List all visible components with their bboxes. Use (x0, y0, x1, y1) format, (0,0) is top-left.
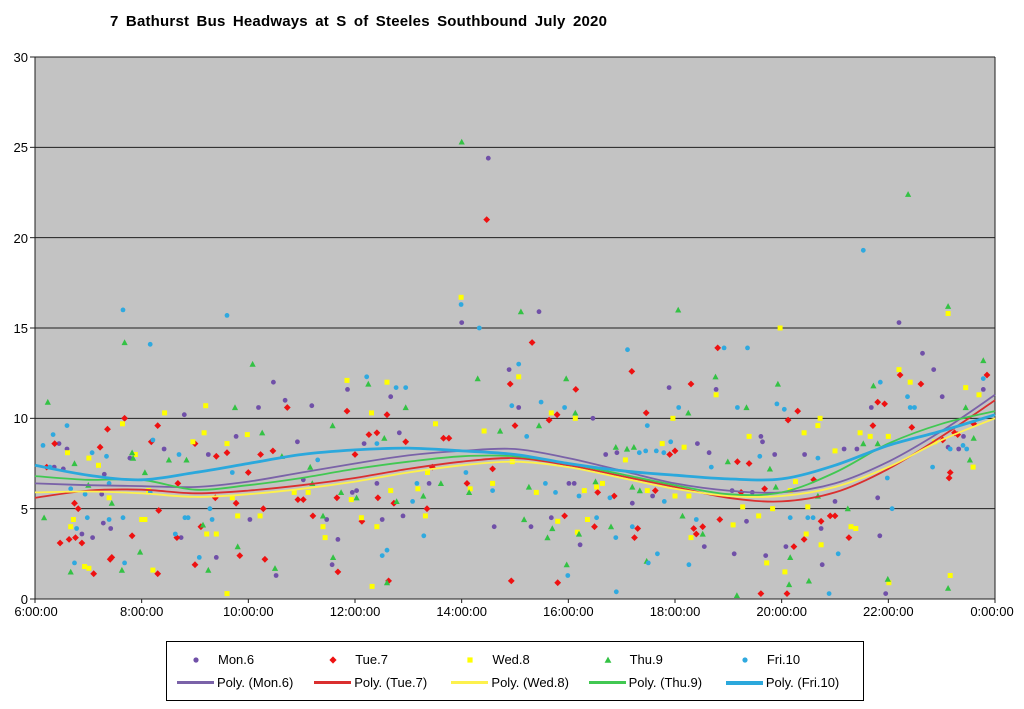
legend-label: Wed.8 (492, 652, 530, 667)
y-axis-tick-label: 0 (20, 592, 28, 607)
legend-item-tue7: Tue.7 (314, 652, 451, 667)
legend-label: Poly. (Tue.7) (354, 675, 428, 690)
x-axis-tick-label: 22:00:00 (862, 604, 914, 619)
legend-label: Tue.7 (355, 652, 388, 667)
legend-label: Poly. (Mon.6) (217, 675, 294, 690)
tue7-marker-icon (329, 655, 337, 664)
trend-line-poly-wed-8- (34, 417, 996, 498)
legend-item-poly-thu9: Poly. (Thu.9) (588, 675, 726, 690)
legend-item-poly-tue7: Poly. (Tue.7) (314, 675, 451, 690)
fri10-marker-icon (742, 656, 748, 663)
series-points-fri10 (40, 247, 986, 596)
legend-label: Poly. (Wed.8) (491, 675, 569, 690)
legend-item-thu9: Thu.9 (589, 652, 726, 667)
legend-item-poly-fri10: Poly. (Fri.10) (725, 675, 863, 690)
legend-item-poly-wed8: Poly. (Wed.8) (451, 675, 588, 690)
x-axis-tick-label: 16:00:00 (542, 604, 594, 619)
legend-item-poly-mon6: Poly. (Mon.6) (177, 675, 314, 690)
legend-label: Poly. (Thu.9) (628, 675, 703, 690)
x-axis-tick-label: 6:00:00 (14, 604, 58, 619)
x-axis-tick-label: 18:00:00 (649, 604, 701, 619)
poly-mon6-line-icon (177, 681, 214, 684)
y-axis-tick-label: 30 (13, 50, 28, 65)
y-axis-tick-label: 5 (20, 501, 28, 517)
y-axis-tick-label: 25 (13, 140, 28, 156)
legend-label: Fri.10 (766, 652, 801, 667)
legend-item-wed8: Wed.8 (451, 652, 588, 667)
poly-thu9-line-icon (588, 681, 626, 684)
trend-line-poly-fri-10- (34, 413, 996, 482)
poly-fri10-line-icon (725, 680, 763, 685)
thu9-marker-icon (604, 656, 612, 663)
legend-item-fri10: Fri.10 (726, 652, 863, 667)
legend-marker-row: Mon.6 Tue.7 Wed.8 Thu.9 Fri.10 (177, 652, 863, 667)
legend: Mon.6 Tue.7 Wed.8 Thu.9 Fri.10 Poly. (Mo… (166, 641, 864, 701)
legend-trend-row: Poly. (Mon.6) Poly. (Tue.7) Poly. (Wed.8… (177, 675, 863, 690)
x-axis-tick-label: 14:00:00 (436, 604, 487, 619)
legend-label: Thu.9 (629, 652, 663, 667)
trend-line-poly-mon-6- (34, 394, 996, 494)
trend-line-poly-thu-9- (34, 410, 996, 497)
trend-line-poly-tue-7- (34, 399, 996, 503)
legend-item-mon6: Mon.6 (177, 652, 314, 667)
x-axis-tick-label: 0:00:00 (970, 604, 1014, 619)
y-axis-tick-label: 15 (13, 321, 28, 336)
x-axis-tick-label: 12:00:00 (329, 604, 381, 619)
legend-label: Mon.6 (218, 652, 255, 667)
series-points-wed8 (65, 294, 982, 597)
x-axis-tick-label: 10:00:00 (222, 604, 274, 619)
x-axis-tick-label: 8:00:00 (120, 604, 164, 619)
legend-label: Poly. (Fri.10) (765, 675, 840, 690)
y-axis-tick-label: 20 (13, 230, 28, 246)
y-axis-tick-label: 10 (13, 411, 28, 427)
series-points-mon6 (51, 155, 986, 596)
x-axis-tick-label: 20:00:00 (756, 604, 807, 619)
poly-wed8-line-icon (451, 681, 489, 684)
chart-title: 7 Bathurst Bus Headways at S of Steeles … (110, 13, 608, 30)
mon6-marker-icon (193, 656, 199, 663)
poly-tue7-line-icon (314, 681, 352, 684)
wed8-marker-icon (467, 656, 474, 663)
